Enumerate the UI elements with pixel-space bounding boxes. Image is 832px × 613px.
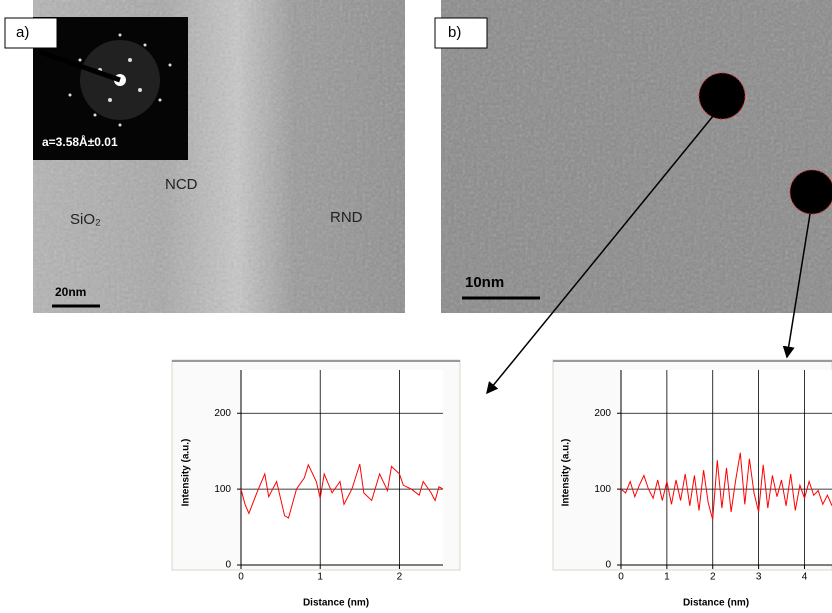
x-tick-label: 2	[397, 572, 403, 583]
region-label: RND	[330, 209, 363, 226]
x-tick-label: 1	[664, 572, 670, 583]
x-tick-label: 0	[618, 572, 624, 583]
scale-bar-label: 20nm	[55, 285, 86, 299]
figure: a=3.58Å±0.01 SiO₂ NCD RND 20nm a) 10nm b…	[0, 0, 832, 613]
plot-area	[241, 370, 443, 565]
x-axis-label: Distance (nm)	[303, 598, 369, 609]
x-axis-label: Distance (nm)	[683, 598, 749, 609]
y-tick-label: 0	[225, 560, 231, 571]
y-tick-label: 0	[605, 560, 611, 571]
x-tick-label: 2	[710, 572, 716, 583]
y-tick-label: 200	[594, 408, 611, 419]
probe-spot	[790, 170, 832, 214]
x-tick-label: 3	[756, 572, 762, 583]
panel-label: a)	[16, 24, 29, 41]
panel-label-box	[5, 18, 57, 48]
x-tick-label: 1	[317, 572, 323, 583]
scale-bar-label: 10nm	[465, 274, 504, 291]
y-tick-label: 100	[594, 484, 611, 495]
inset-text: a=3.58Å±0.01	[42, 134, 118, 149]
panel-label: b)	[448, 24, 461, 41]
tem-texture	[441, 0, 832, 313]
plot-area	[621, 370, 832, 565]
y-tick-label: 200	[214, 408, 231, 419]
x-tick-label: 4	[802, 572, 808, 583]
region-label: SiO₂	[70, 211, 101, 228]
x-tick-label: 0	[238, 572, 244, 583]
y-axis-label: Intensity (a.u.)	[561, 439, 572, 507]
y-tick-label: 100	[214, 484, 231, 495]
region-label: NCD	[165, 176, 198, 193]
y-axis-label: Intensity (a.u.)	[181, 439, 192, 507]
page: a=3.58Å±0.01 SiO₂ NCD RND 20nm a) 10nm b…	[0, 0, 832, 613]
probe-spot	[699, 73, 745, 119]
